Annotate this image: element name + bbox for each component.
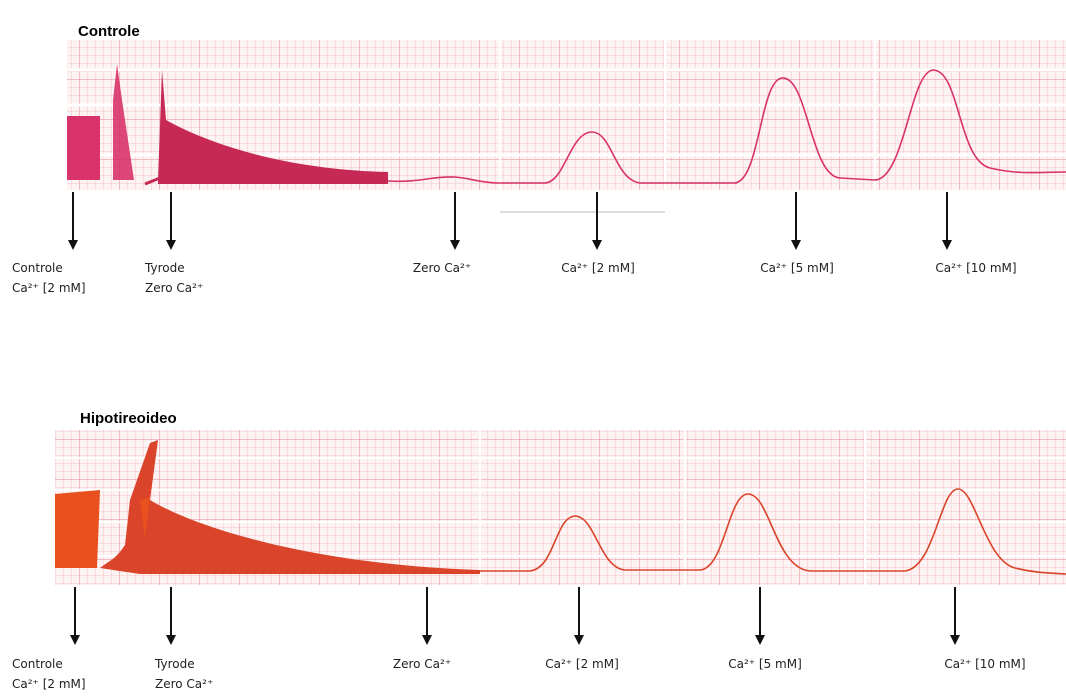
condition-label: Zero Ca²⁺	[155, 677, 213, 691]
arrow-head	[791, 240, 801, 250]
condition-label: Controle	[12, 657, 63, 671]
condition-label: Tyrode	[154, 657, 195, 671]
condition-label: Zero Ca²⁺	[413, 261, 471, 275]
condition-label: Zero Ca²⁺	[145, 281, 203, 295]
arrow-head	[422, 635, 432, 645]
condition-label: Ca²⁺ [5 mM]	[760, 261, 834, 275]
arrow-head	[574, 635, 584, 645]
condition-label: Controle	[12, 261, 63, 275]
arrow-head	[166, 635, 176, 645]
arrow-head	[70, 635, 80, 645]
arrow-head	[950, 635, 960, 645]
arrow-head	[592, 240, 602, 250]
arrow-head	[166, 240, 176, 250]
recording-paper	[67, 40, 1066, 212]
condition-label: Ca²⁺ [2 mM]	[545, 657, 619, 671]
condition-label: Ca²⁺ [2 mM]	[12, 677, 86, 691]
arrow-head	[942, 240, 952, 250]
condition-label: Ca²⁺ [2 mM]	[12, 281, 86, 295]
condition-label: Ca²⁺ [2 mM]	[561, 261, 635, 275]
condition-label: Zero Ca²⁺	[393, 657, 451, 671]
arrow-head	[450, 240, 460, 250]
condition-label: Ca²⁺ [10 mM]	[935, 261, 1016, 275]
panel-title: Controle	[78, 23, 140, 40]
condition-label: Ca²⁺ [5 mM]	[728, 657, 802, 671]
condition-label: Tyrode	[144, 261, 185, 275]
figure: Controle Controle Ca²⁺ [2 mM] Tyrode Zero Ca…	[0, 0, 1066, 698]
arrow-head	[68, 240, 78, 250]
panel-title: Hipotireoideo	[80, 410, 177, 427]
arrow-head	[755, 635, 765, 645]
condition-label: Ca²⁺ [10 mM]	[944, 657, 1025, 671]
